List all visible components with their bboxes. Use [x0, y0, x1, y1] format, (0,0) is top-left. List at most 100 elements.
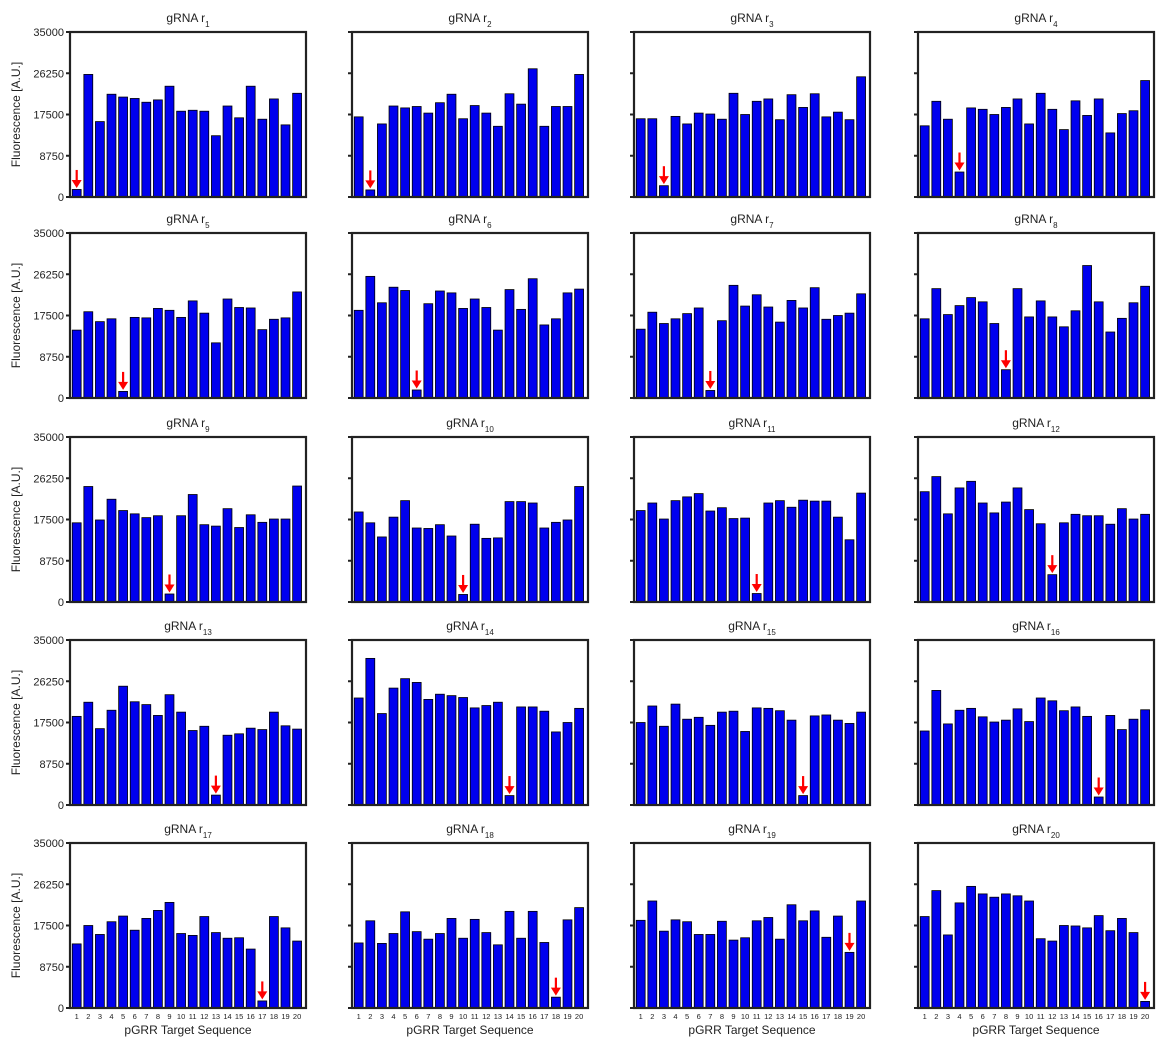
- x-tick-label: 2: [650, 1012, 654, 1021]
- bar-9: [728, 92, 739, 198]
- bar-10: [176, 933, 186, 1009]
- bar-12: [481, 705, 492, 806]
- bar-3: [943, 513, 953, 603]
- bar-14: [222, 734, 233, 806]
- bar-13: [211, 794, 221, 806]
- arrow-annotation: [458, 574, 469, 593]
- bar-15: [798, 107, 808, 198]
- bar-8: [435, 933, 445, 1009]
- panel-grna-r16: gRNA r16: [914, 619, 1156, 807]
- arrow-annotation: [954, 152, 965, 171]
- bar-16: [245, 307, 256, 399]
- bar-19: [1128, 932, 1139, 1009]
- bar-8: [435, 524, 445, 603]
- y-tick-label: 8750: [40, 759, 64, 771]
- bar-19: [844, 312, 855, 399]
- bar-17: [539, 324, 550, 399]
- bar-19: [562, 722, 573, 806]
- panel-title: gRNA r6: [448, 212, 492, 230]
- y-tick-label: 0: [58, 393, 64, 405]
- x-tick-label: 6: [133, 1012, 137, 1021]
- bar-8: [435, 290, 445, 399]
- arrow-annotation: [164, 574, 175, 593]
- arrow-annotation: [504, 776, 515, 795]
- panel-grna-r3: gRNA r3: [630, 11, 872, 199]
- bar-2: [83, 925, 94, 1009]
- bar-5: [682, 718, 692, 806]
- bar-2: [83, 311, 94, 399]
- x-tick-label: 4: [109, 1012, 113, 1021]
- bar-10: [740, 731, 750, 806]
- bar-9: [728, 939, 739, 1009]
- bar-17: [539, 527, 550, 603]
- arrow-annotation: [705, 370, 716, 389]
- bar-2: [931, 100, 942, 198]
- bar-11: [469, 707, 480, 806]
- bar-9: [1012, 487, 1023, 603]
- x-tick-label: 6: [981, 1012, 985, 1021]
- bar-12: [1047, 108, 1058, 198]
- bar-7: [423, 112, 434, 198]
- x-tick-label: 1: [639, 1012, 643, 1021]
- bar-14: [786, 719, 797, 806]
- bar-3: [95, 728, 105, 806]
- x-tick-label: 2: [368, 1012, 372, 1021]
- y-tick-label: 8750: [40, 151, 64, 163]
- panel-title: gRNA r15: [728, 619, 776, 637]
- bar-18: [833, 516, 843, 603]
- bar-7: [989, 114, 1000, 198]
- x-tick-label: 6: [697, 1012, 701, 1021]
- x-tick-label: 11: [1037, 1012, 1045, 1021]
- x-tick-label: 10: [177, 1012, 185, 1021]
- bar-13: [775, 938, 785, 1009]
- y-tick-label: 0: [58, 192, 64, 204]
- bar-11: [469, 918, 480, 1009]
- x-axis-label: pGRR Target Sequence: [406, 1023, 534, 1037]
- panel-grna-r15: gRNA r15: [630, 619, 872, 807]
- bar-2: [647, 502, 658, 603]
- x-tick-label: 2: [934, 1012, 938, 1021]
- chart-panels: gRNA r108750175002625035000Fluorescence …: [9, 11, 1156, 1037]
- x-axis-label: pGRR Target Sequence: [124, 1023, 252, 1037]
- panel-title: gRNA r2: [448, 11, 492, 29]
- x-tick-label: 10: [459, 1012, 467, 1021]
- bar-6: [977, 502, 988, 603]
- bar-8: [153, 515, 163, 603]
- bar-2: [931, 890, 942, 1009]
- bar-19: [280, 518, 291, 603]
- bar-8: [717, 118, 727, 198]
- x-tick-label: 3: [98, 1012, 102, 1021]
- bar-11: [469, 105, 480, 198]
- bar-16: [527, 502, 538, 603]
- bar-5: [966, 480, 976, 603]
- arrow-annotation: [658, 166, 669, 185]
- panel-title: gRNA r19: [728, 822, 776, 840]
- bar-6: [693, 493, 704, 603]
- bar-16: [527, 278, 538, 399]
- bar-1: [71, 943, 82, 1009]
- y-tick-label: 0: [58, 597, 64, 609]
- bar-18: [551, 521, 561, 603]
- bar-6: [129, 929, 140, 1009]
- x-tick-label: 20: [293, 1012, 301, 1021]
- bar-3: [659, 185, 669, 198]
- bar-3: [943, 314, 953, 399]
- bar-14: [1070, 513, 1081, 603]
- bar-15: [798, 795, 808, 806]
- bar-4: [106, 93, 117, 198]
- y-tick-label: 35000: [33, 432, 64, 444]
- bar-2: [365, 522, 376, 603]
- bar-17: [539, 710, 550, 806]
- bar-13: [1059, 522, 1069, 603]
- bar-5: [400, 107, 410, 198]
- y-tick-label: 17500: [33, 515, 64, 527]
- bar-10: [1024, 509, 1034, 603]
- x-tick-label: 14: [787, 1012, 795, 1021]
- bar-11: [1035, 523, 1046, 603]
- bar-4: [954, 487, 965, 603]
- panel-grna-r12: gRNA r12: [914, 416, 1156, 604]
- panel-grna-r10: gRNA r10: [348, 416, 590, 604]
- bar-12: [199, 110, 210, 198]
- bar-16: [1093, 915, 1104, 1009]
